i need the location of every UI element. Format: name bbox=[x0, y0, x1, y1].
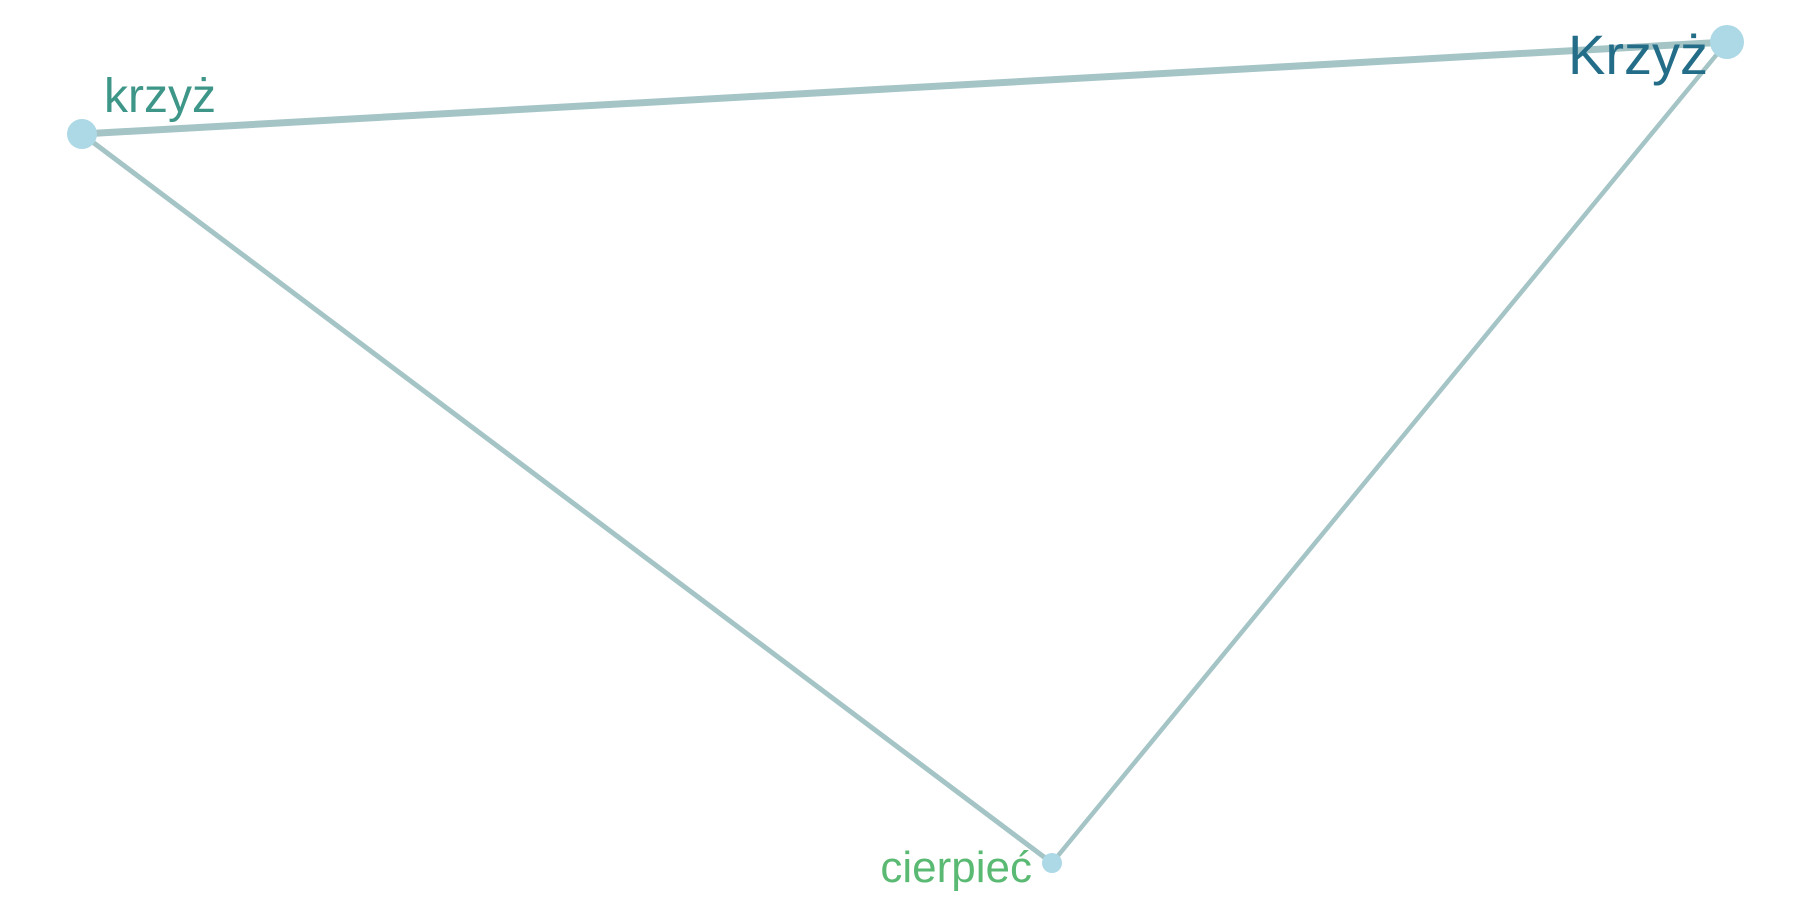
edge-krzyz-upper-to-cierpiec bbox=[1049, 39, 1730, 866]
node-cierpiec[interactable] bbox=[1042, 853, 1062, 873]
node-label-krzyz-upper: Krzyż bbox=[1568, 23, 1708, 86]
nodes-layer bbox=[67, 25, 1744, 873]
labels-layer: krzyż Krzyż cierpieć bbox=[104, 23, 1708, 892]
node-label-krzyz-lower: krzyż bbox=[104, 70, 216, 123]
node-label-cierpiec: cierpieć bbox=[880, 843, 1032, 892]
node-krzyz-upper[interactable] bbox=[1710, 25, 1744, 59]
node-krzyz-lower[interactable] bbox=[67, 119, 97, 149]
edge-krzyz-lower-to-cierpiec bbox=[79, 131, 1055, 866]
edges-layer bbox=[78, 38, 1731, 866]
edge-krzyz-lower-to-krzyz-upper bbox=[78, 38, 1731, 138]
